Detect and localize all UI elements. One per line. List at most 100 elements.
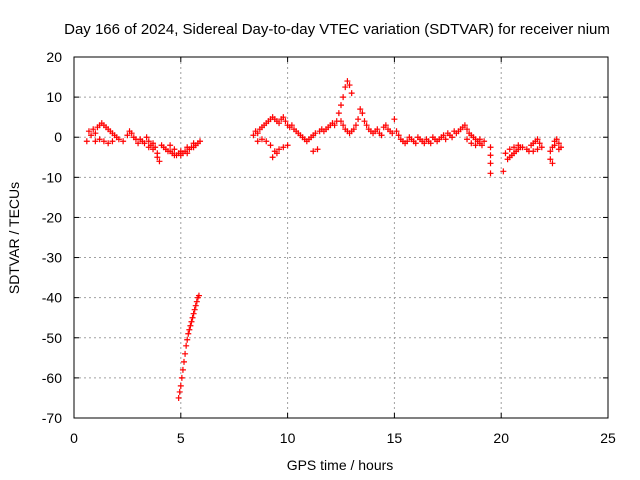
data-point — [284, 142, 291, 149]
data-point — [464, 126, 471, 133]
data-point — [547, 148, 554, 155]
data-point — [191, 306, 198, 313]
x-tick-label: 5 — [177, 430, 185, 446]
data-point — [183, 342, 190, 349]
data-point — [461, 122, 468, 129]
data-point — [476, 136, 483, 143]
data-point — [92, 138, 99, 145]
y-tick-label: 0 — [54, 129, 62, 145]
data-point — [197, 138, 204, 145]
data-point — [361, 118, 368, 125]
data-point — [280, 144, 287, 151]
data-point — [553, 136, 560, 143]
data-point — [551, 142, 558, 149]
data-point — [331, 122, 338, 129]
data-point — [348, 90, 355, 97]
data-point — [363, 122, 370, 129]
data-point — [378, 132, 385, 139]
data-point — [171, 146, 178, 153]
grid — [74, 57, 608, 418]
data-point — [468, 140, 475, 147]
data-point — [258, 136, 265, 143]
data-point — [154, 154, 161, 161]
data-point — [487, 160, 494, 167]
x-tick-label: 0 — [70, 430, 78, 446]
data-point — [189, 314, 196, 321]
data-point — [536, 140, 543, 147]
y-tick-label: -20 — [42, 209, 62, 225]
data-point — [442, 136, 449, 143]
data-point — [355, 116, 362, 123]
x-tick-label: 20 — [493, 430, 509, 446]
data-point — [181, 358, 188, 365]
data-point — [519, 144, 526, 151]
data-point — [92, 130, 99, 137]
data-point — [478, 142, 485, 149]
data-point — [88, 132, 95, 139]
data-point — [487, 152, 494, 159]
data-point — [85, 128, 92, 135]
data-point — [547, 156, 554, 163]
data-point — [263, 138, 270, 145]
data-point — [135, 140, 142, 147]
data-point — [186, 326, 193, 333]
data-point — [195, 292, 202, 299]
data-point — [449, 134, 456, 141]
data-point — [352, 122, 359, 129]
data-point — [145, 144, 152, 151]
data-point — [176, 388, 183, 395]
plot-frame — [73, 56, 609, 419]
data-point — [310, 148, 317, 155]
data-point — [335, 110, 342, 117]
data-point — [184, 150, 191, 157]
data-point — [128, 130, 135, 137]
data-point — [389, 130, 396, 137]
data-point — [83, 138, 90, 145]
data-point — [90, 126, 97, 133]
data-point — [288, 122, 295, 129]
data-point — [395, 132, 402, 139]
data-point — [193, 298, 200, 305]
data-point — [487, 144, 494, 151]
data-point — [109, 138, 116, 145]
data-point — [177, 382, 184, 389]
data-point — [150, 140, 157, 147]
data-point — [338, 102, 344, 109]
data-point — [175, 394, 182, 401]
data-point — [177, 148, 184, 155]
data-point — [280, 114, 287, 121]
data-point — [190, 310, 197, 317]
data-point — [190, 140, 197, 147]
data-point — [481, 138, 488, 145]
data-series — [83, 78, 565, 401]
data-point — [145, 138, 152, 145]
data-point — [179, 366, 186, 373]
data-point — [440, 132, 447, 139]
data-point — [143, 134, 150, 141]
data-point — [120, 138, 127, 145]
data-point — [184, 336, 191, 343]
data-point — [346, 82, 353, 89]
data-point — [342, 84, 349, 91]
data-point — [359, 110, 366, 117]
data-point — [515, 142, 522, 149]
data-point — [500, 168, 507, 175]
data-point — [382, 122, 389, 129]
data-point — [273, 150, 280, 157]
data-point — [100, 138, 107, 145]
y-axis-label: SDTVAR / TECUs — [6, 182, 22, 294]
data-point — [502, 150, 509, 157]
data-point — [282, 118, 289, 125]
chart-title: Day 166 of 2024, Sidereal Day-to-day VTE… — [64, 21, 610, 38]
data-point — [391, 116, 398, 123]
data-point — [187, 322, 194, 329]
y-tick-label: 20 — [46, 49, 62, 65]
data-point — [404, 138, 411, 145]
x-tick-label: 15 — [387, 430, 403, 446]
data-point — [314, 146, 321, 153]
data-point — [167, 142, 174, 149]
data-point — [357, 106, 364, 113]
data-point — [105, 140, 112, 147]
y-tick-label: -60 — [42, 370, 62, 386]
data-point — [115, 136, 122, 143]
